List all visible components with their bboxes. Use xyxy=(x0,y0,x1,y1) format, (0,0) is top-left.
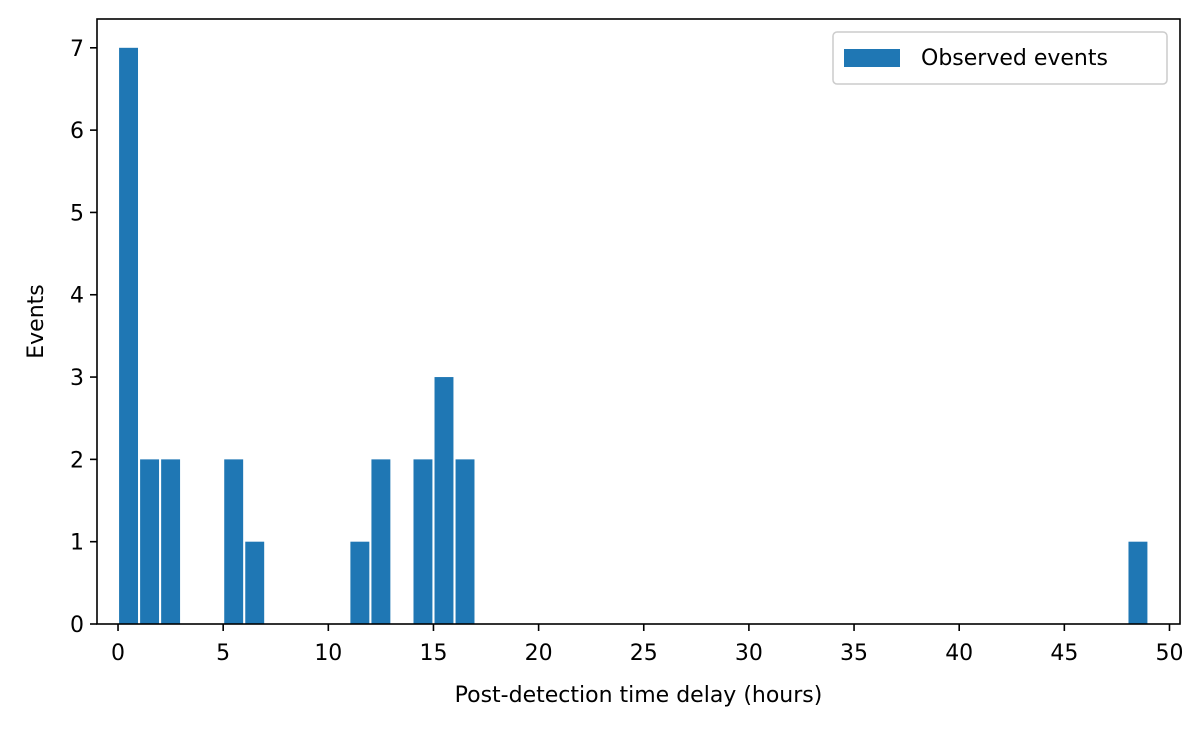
plot-frame xyxy=(96,18,1181,625)
legend-swatch xyxy=(844,49,900,67)
x-tick-label-20: 20 xyxy=(525,641,553,666)
x-tick-label-10: 10 xyxy=(314,641,342,666)
x-tick-label-5: 5 xyxy=(216,641,230,666)
bar-2 xyxy=(161,459,181,624)
y-tick-label-2: 2 xyxy=(70,448,84,473)
y-axis-label: Events xyxy=(24,284,49,359)
legend-box xyxy=(832,31,1168,85)
bar-15 xyxy=(434,377,454,624)
y-tick-label-5: 5 xyxy=(70,201,84,226)
bar-11 xyxy=(350,541,370,624)
y-tick-label-1: 1 xyxy=(70,531,84,556)
y-tick-label-7: 7 xyxy=(70,37,84,62)
x-tick-label-40: 40 xyxy=(945,641,973,666)
legend: Observed events xyxy=(832,31,1168,85)
bars xyxy=(119,47,1148,625)
x-tick-label-45: 45 xyxy=(1050,641,1078,666)
x-tick-label-15: 15 xyxy=(419,641,447,666)
y-tick-label-0: 0 xyxy=(70,613,84,638)
bar-1 xyxy=(140,459,160,624)
bar-6 xyxy=(245,541,265,624)
x-tick-label-30: 30 xyxy=(735,641,763,666)
x-tick-label-50: 50 xyxy=(1155,641,1183,666)
bar-0 xyxy=(119,47,139,625)
y-tick-label-4: 4 xyxy=(70,284,84,309)
x-tick-label-25: 25 xyxy=(630,641,658,666)
x-tick-label-0: 0 xyxy=(111,641,125,666)
bar-14 xyxy=(413,459,433,624)
bar-48 xyxy=(1128,541,1148,624)
bar-5 xyxy=(224,459,244,624)
axes xyxy=(96,18,1181,625)
y-tick-label-3: 3 xyxy=(70,366,84,391)
legend-label: Observed events xyxy=(921,46,1108,71)
x-axis-label: Post-detection time delay (hours) xyxy=(455,683,823,708)
x-tick-label-35: 35 xyxy=(840,641,868,666)
y-tick-label-6: 6 xyxy=(70,119,84,144)
bar-12 xyxy=(371,459,391,624)
bar-16 xyxy=(455,459,475,624)
